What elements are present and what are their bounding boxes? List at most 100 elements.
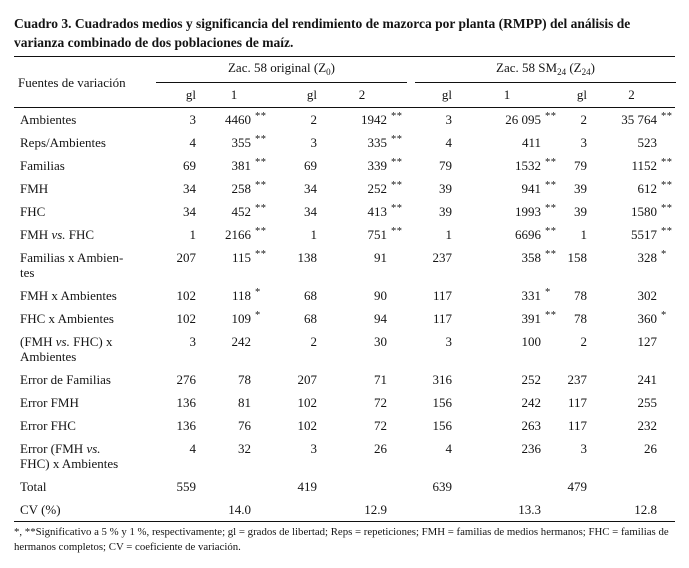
value-cell: 241 <box>637 372 658 387</box>
significance-marker <box>541 434 562 442</box>
row-label: FHC <box>14 200 156 223</box>
gl-cell: 34 <box>183 181 196 196</box>
table-row: Reps/Ambientes 4 355 ** 3 335 ** 4 411 3 523 <box>14 131 675 154</box>
significance-marker: ** <box>545 249 557 260</box>
text-segment: (FMH <box>20 334 56 349</box>
subheader-gl: gl <box>576 87 587 102</box>
table-header: Fuentes de variación Zac. 58 original (Z… <box>14 57 676 108</box>
gl-cell: 3 <box>445 334 453 349</box>
significance-marker <box>541 365 562 373</box>
gl-cell: 2 <box>580 334 588 349</box>
text-segment: Ambientes <box>20 349 77 364</box>
text-segment: Familias <box>20 158 65 173</box>
gl-cell: 138 <box>297 250 318 265</box>
significance-marker: ** <box>661 203 673 214</box>
significance-marker: * <box>661 310 667 321</box>
gl-cell: 3 <box>310 135 318 150</box>
text-segment: FHC) x Ambientes <box>20 456 119 471</box>
significance-marker: ** <box>391 226 403 237</box>
value-cell: 391 <box>521 311 542 326</box>
significance-marker <box>541 128 562 136</box>
gl-cell: 4 <box>445 441 453 456</box>
significance-marker <box>387 434 407 442</box>
gl-cell: 3 <box>189 334 197 349</box>
significance-marker: ** <box>545 180 557 191</box>
value-cell: 411 <box>521 135 541 150</box>
row-label: Reps/Ambientes <box>14 131 156 154</box>
gl-cell: 34 <box>304 204 317 219</box>
significance-marker <box>251 434 272 442</box>
gl-cell: 156 <box>432 418 453 433</box>
gl-cell <box>407 498 452 506</box>
significance-marker <box>541 411 562 419</box>
subheader-ms-1: 1 <box>503 87 511 102</box>
value-cell: 242 <box>521 395 542 410</box>
significance-marker <box>657 411 676 419</box>
significance-marker: ** <box>255 249 267 260</box>
gl-cell: 1 <box>580 227 588 242</box>
significance-marker: * <box>255 310 261 321</box>
gl-cell: 4 <box>189 135 197 150</box>
text-segment: Familias x Ambien- <box>20 250 124 265</box>
gl-cell: 34 <box>183 204 196 219</box>
significance-marker: ** <box>391 157 403 168</box>
table-row: Error (FMH vs. FHC) x Ambientes 4 32 3 26 4 236… <box>14 437 675 475</box>
text-segment: FMH <box>20 227 52 242</box>
significance-marker <box>541 327 562 335</box>
top-rule <box>14 56 675 57</box>
significance-marker <box>657 495 676 503</box>
value-cell: 242 <box>231 334 252 349</box>
value-cell: 1532 <box>515 158 541 173</box>
value-cell: 1942 <box>361 112 387 127</box>
value-cell: 72 <box>374 395 387 410</box>
table-row: FMH vs. FHC 1 2166 ** 1 751 ** 1 6696 ** 1 5517 ** <box>14 223 675 246</box>
text-segment: FMH <box>20 181 49 196</box>
value-cell: 413 <box>367 204 388 219</box>
row-label: FMH x Ambientes <box>14 284 156 307</box>
value-cell: 358 <box>521 250 542 265</box>
subheader-ms-2: 2 <box>358 87 366 102</box>
value-cell: 1993 <box>515 204 541 219</box>
gl-cell: 3 <box>580 135 588 150</box>
gl-cell: 39 <box>439 204 452 219</box>
significance-marker <box>657 128 676 136</box>
significance-marker <box>251 365 272 373</box>
italic-text: vs. <box>51 227 66 242</box>
text-segment: Zac. 58 original (Z <box>227 60 327 75</box>
gl-cell: 1 <box>445 227 453 242</box>
gl-cell: 276 <box>176 372 197 387</box>
gl-cell: 39 <box>439 181 452 196</box>
value-cell: 6696 <box>515 227 541 242</box>
significance-marker: ** <box>661 180 673 191</box>
table-row: Total 559 419 639 479 <box>14 475 675 498</box>
value-cell <box>317 475 387 483</box>
gl-cell: 39 <box>574 181 587 196</box>
significance-marker: ** <box>255 111 267 122</box>
significance-marker <box>387 281 407 289</box>
value-cell: 26 095 <box>505 112 541 127</box>
text-segment: Reps/Ambientes <box>20 135 106 150</box>
gl-cell: 117 <box>567 395 587 410</box>
significance-marker: ** <box>255 180 267 191</box>
gl-cell: 117 <box>567 418 587 433</box>
significance-marker <box>541 495 562 503</box>
text-segment: Error FHC <box>20 418 76 433</box>
row-label: FHC x Ambientes <box>14 307 156 330</box>
significance-marker <box>657 434 676 442</box>
value-cell: 452 <box>231 204 252 219</box>
subheader-ms-1: 1 <box>230 87 238 102</box>
gl-cell: 4 <box>189 441 197 456</box>
value-cell: 30 <box>374 334 387 349</box>
row-label: FMH <box>14 177 156 200</box>
value-cell: 941 <box>521 181 542 196</box>
significance-marker <box>387 495 407 503</box>
row-label: Familias x Ambien-tes <box>14 246 156 284</box>
significance-marker: ** <box>255 134 267 145</box>
gl-cell: 78 <box>574 288 587 303</box>
subheader-gl: gl <box>441 87 452 102</box>
table-caption: Cuadro 3. Cuadrados medios y significanc… <box>14 16 631 50</box>
gl-cell: 3 <box>580 441 588 456</box>
significance-marker: ** <box>255 157 267 168</box>
gl-cell: 237 <box>432 250 453 265</box>
